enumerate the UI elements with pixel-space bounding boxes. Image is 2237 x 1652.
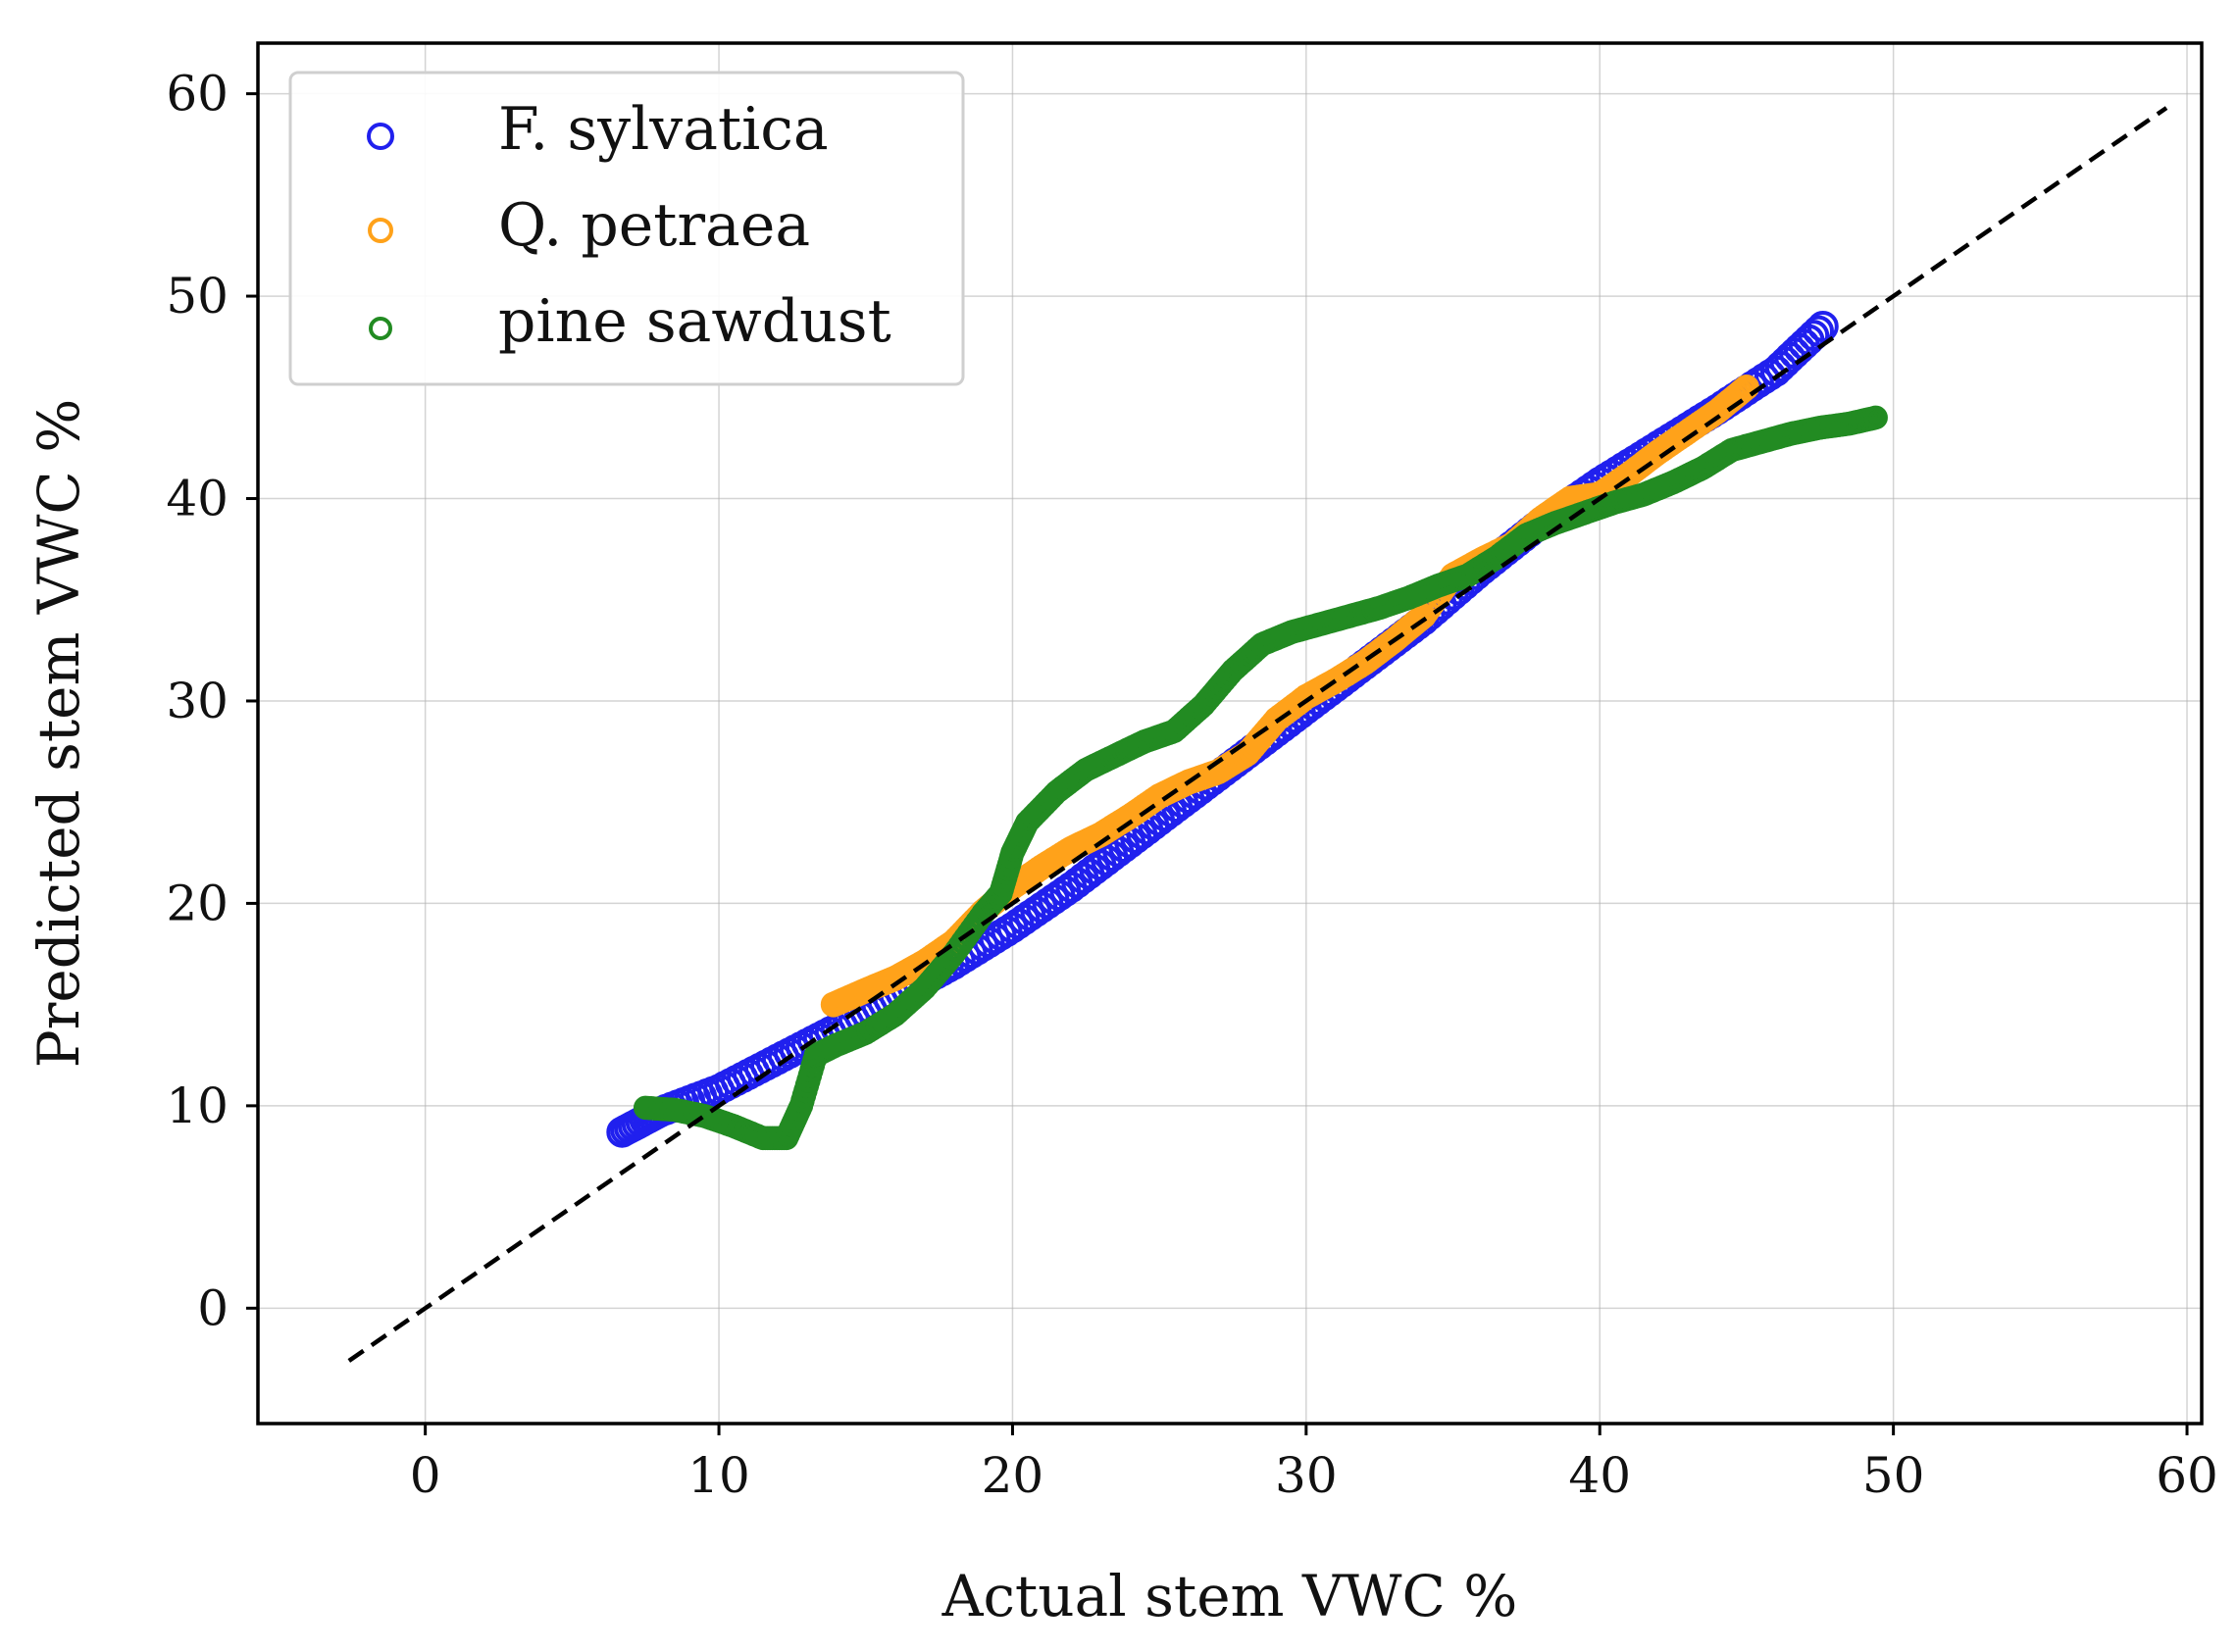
data-point [1806, 311, 1839, 342]
legend: F. sylvatica Q. petraea pine sawdust [288, 71, 965, 386]
x-tick-label: 50 [1862, 1447, 1925, 1504]
data-point [1803, 315, 1834, 347]
plot-frame [256, 41, 2204, 1426]
x-tick-label: 40 [1568, 1447, 1631, 1504]
y-tick-label: 10 [166, 1077, 229, 1134]
y-tick-label: 50 [166, 268, 229, 325]
x-tick-label: 30 [1275, 1447, 1338, 1504]
axes: 0 10 20 30 40 50 60 0 10 20 30 40 50 60 [166, 66, 2217, 1504]
grid [258, 43, 2202, 1424]
x-tick-label: 20 [982, 1447, 1044, 1504]
legend-marker-f-sylvatica [367, 123, 394, 150]
y-tick-label: 60 [166, 66, 229, 123]
x-tick-label: 10 [687, 1447, 750, 1504]
y-tick-label: 30 [166, 673, 229, 729]
legend-label-q-petraea: Q. petraea [498, 191, 810, 260]
y-axis-label: Predicted stem VWC % [25, 399, 92, 1069]
y-tick-label: 20 [166, 875, 229, 931]
reference-line [347, 106, 2168, 1363]
x-tick-label: 60 [2156, 1447, 2218, 1504]
data-layer [606, 311, 1888, 1151]
x-axis-label: Actual stem VWC % [941, 1563, 1518, 1629]
legend-label-pine-sawdust: pine sawdust [498, 287, 891, 356]
reference-line-layer [347, 106, 2168, 1363]
y-tick-label: 0 [197, 1279, 229, 1336]
legend-label-f-sylvatica: F. sylvatica [498, 95, 829, 164]
x-tick-label: 0 [410, 1447, 441, 1504]
legend-marker-q-petraea [368, 218, 393, 243]
legend-box [288, 71, 965, 386]
legend-marker-pine-sawdust [369, 317, 392, 340]
y-tick-label: 40 [166, 471, 229, 527]
data-point [1798, 320, 1830, 352]
data-point [1863, 405, 1888, 430]
